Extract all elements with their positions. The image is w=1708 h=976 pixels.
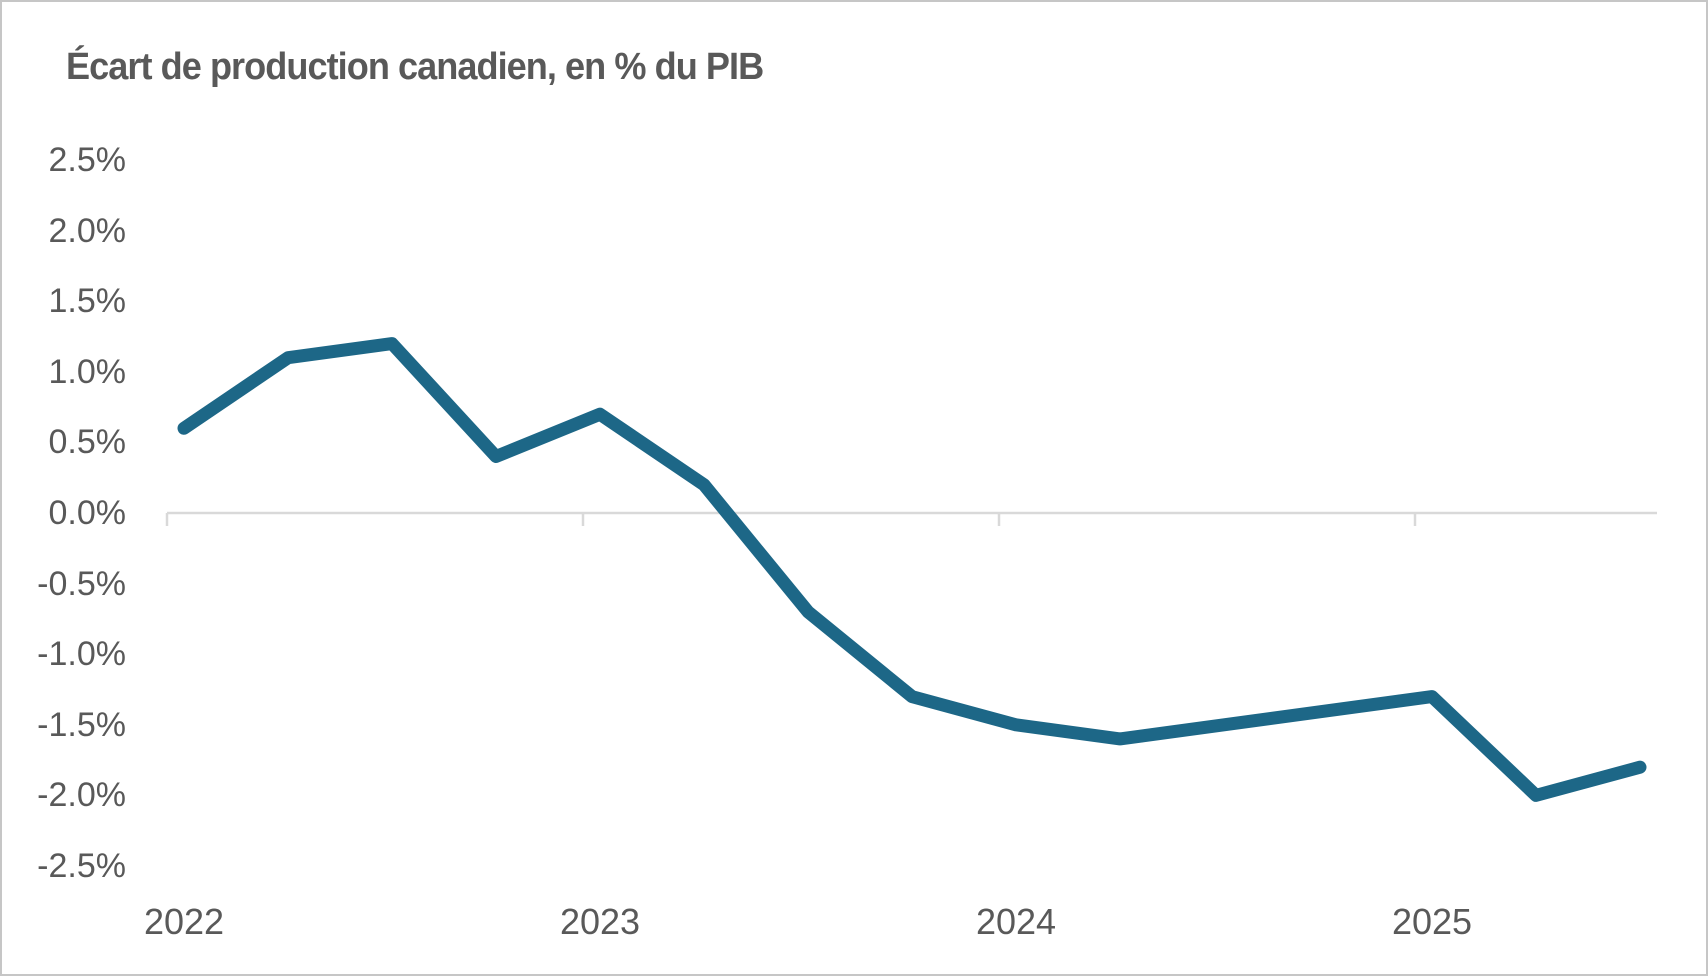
y-axis-tick-label: 2.5% [48, 141, 127, 179]
y-axis-tick-label: -1.5% [37, 705, 126, 744]
y-axis-tick-label: 1.5% [48, 282, 127, 321]
y-axis-tick-label: 1.0% [48, 352, 127, 391]
x-axis-tick-label: 2024 [975, 901, 1057, 942]
x-axis-tick-label: 2025 [1391, 901, 1473, 942]
x-axis-tick-label: 2023 [559, 901, 641, 942]
y-axis-tick-label: -2.0% [37, 776, 126, 815]
y-axis-tick-label: 0.5% [48, 423, 127, 462]
x-axis-ticks [165, 513, 1417, 526]
y-axis-tick-label: -1.0% [37, 635, 126, 674]
y-axis-tick-label: 0.0% [48, 494, 127, 532]
y-axis-tick-label: -2.5% [37, 847, 126, 885]
y-axis-tick-label: -0.5% [37, 564, 126, 603]
chart-title: Écart de production canadien, en % du PI… [66, 46, 764, 88]
output-gap-line [177, 337, 1647, 802]
x-axis-tick-label: 2022 [143, 901, 225, 942]
y-axis-tick-label: 2.0% [48, 211, 127, 250]
